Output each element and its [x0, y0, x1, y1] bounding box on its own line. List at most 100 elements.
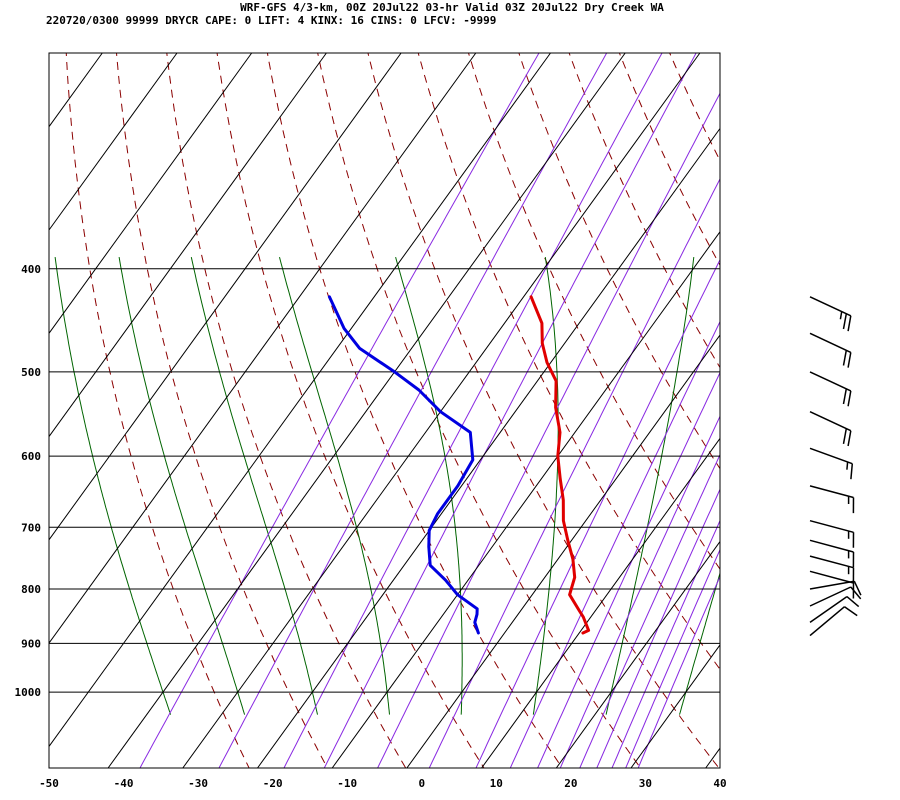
isotherm-line — [705, 747, 721, 769]
mixing-ratio-line — [625, 548, 720, 768]
wind-barb-stem — [809, 586, 852, 607]
wind-barb-feather — [842, 428, 848, 445]
isotherm-line — [555, 541, 721, 769]
x-tick-label: -10 — [337, 777, 357, 790]
mixing-ratio-line — [283, 53, 663, 768]
wind-barb-feather — [842, 313, 848, 330]
dry-adiabat — [719, 53, 720, 55]
dry-adiabat — [768, 48, 900, 768]
wind-barb-stem — [809, 570, 854, 584]
wind-barb-feather — [844, 606, 858, 617]
mixing-ratio-line — [428, 177, 720, 768]
wind-barb-stem — [809, 595, 848, 624]
dry-adiabat — [317, 53, 642, 768]
wind-barb — [809, 332, 852, 368]
wind-barb-half-feather — [846, 461, 849, 470]
dry-adiabat — [367, 53, 720, 768]
dry-adiabat — [417, 53, 720, 671]
moist-adiabat — [679, 571, 720, 715]
wind-barb-stem — [809, 447, 853, 465]
wind-barb-stem — [809, 371, 852, 392]
y-tick-label: 800 — [21, 583, 41, 596]
dry-adiabat — [818, 48, 900, 768]
mixing-ratio-line — [377, 92, 720, 768]
wind-barb — [809, 580, 862, 596]
x-tick-label: -50 — [39, 777, 59, 790]
isotherm-line — [257, 128, 721, 769]
wind-barb-feather — [847, 315, 852, 332]
wind-barb-half-feather — [839, 311, 843, 320]
isotherm-line — [48, 52, 178, 231]
dry-adiabat — [166, 53, 407, 768]
y-tick-label: 400 — [21, 263, 41, 276]
dry-adiabat — [618, 53, 720, 267]
mixing-ratio-line — [611, 519, 720, 768]
wind-barb — [809, 519, 855, 548]
x-tick-label: 30 — [639, 777, 652, 790]
y-tick-label: 600 — [21, 450, 41, 463]
dry-adiabat — [669, 53, 720, 162]
dry-adiabat — [568, 53, 720, 369]
wind-barb-stem — [809, 485, 854, 499]
wind-barb-feather — [842, 388, 848, 405]
mixing-ratio-line — [559, 415, 720, 768]
wind-barb — [809, 555, 855, 584]
grid-lines — [48, 52, 721, 769]
isotherm-line — [48, 52, 253, 334]
mixing-ratio-line — [579, 453, 720, 768]
wind-barb-stem — [809, 296, 852, 317]
plot-frame — [48, 52, 721, 769]
series-layer — [327, 295, 591, 635]
x-tick-label: 0 — [418, 777, 425, 790]
dry-adiabat — [467, 53, 720, 571]
mixing-ratio-line — [139, 53, 540, 768]
isotherm-line — [48, 52, 402, 541]
wind-barb — [809, 595, 860, 624]
wind-barb-feather — [847, 390, 852, 407]
chart-title: WRF-GFS 4/3-km, 00Z 20Jul22 03-hr Valid … — [240, 1, 664, 14]
isotherm-line — [48, 52, 477, 644]
wind-barb-stem — [809, 580, 855, 590]
wind-barb-stem — [809, 555, 854, 569]
x-tick-label: 10 — [490, 777, 503, 790]
wind-barb-feather — [853, 580, 862, 596]
wind-barb-feather — [846, 596, 860, 608]
wind-barb-stem — [809, 519, 854, 534]
y-tick-label: 500 — [21, 366, 41, 379]
wind-barb-stem — [809, 539, 854, 553]
y-tick-label: 900 — [21, 637, 41, 650]
moist-adiabat — [118, 257, 246, 715]
dewpoint-profile — [327, 295, 480, 635]
wind-barb-stem — [809, 411, 852, 432]
wind-barb-stem — [809, 606, 845, 637]
y-tick-label: 700 — [21, 521, 41, 534]
dry-adiabat — [216, 53, 485, 768]
moist-adiabat — [532, 257, 559, 715]
wind-barb — [809, 447, 854, 480]
wind-barb — [809, 586, 862, 607]
dry-adiabat — [518, 53, 720, 470]
x-tick-label: 20 — [564, 777, 577, 790]
wind-barb-stem — [809, 332, 852, 354]
moist-adiabat — [54, 257, 172, 715]
y-tick-label: 1000 — [15, 686, 42, 699]
chart-subtitle-indices: 220720/0300 99999 DRYCR CAPE: 0 LIFT: 4 … — [46, 14, 496, 27]
isotherm-line — [48, 52, 327, 437]
mixing-ratio-line — [323, 53, 697, 768]
mixing-ratio-line — [509, 320, 720, 768]
mixing-ratio-line — [475, 258, 720, 768]
isotherm-line — [331, 231, 721, 769]
wind-barb — [809, 296, 852, 332]
wind-barb-feather — [847, 352, 852, 368]
x-tick-label: 40 — [713, 777, 726, 790]
isotherm-line — [481, 438, 721, 769]
temperature-profile — [529, 295, 591, 635]
x-tick-label: -20 — [263, 777, 283, 790]
isotherm-line — [630, 644, 721, 769]
wind-barbs — [809, 296, 862, 637]
mixing-ratio-line — [596, 488, 720, 768]
dry-adiabat — [116, 53, 328, 768]
dry-adiabat — [65, 53, 250, 768]
wind-barb — [809, 539, 855, 568]
